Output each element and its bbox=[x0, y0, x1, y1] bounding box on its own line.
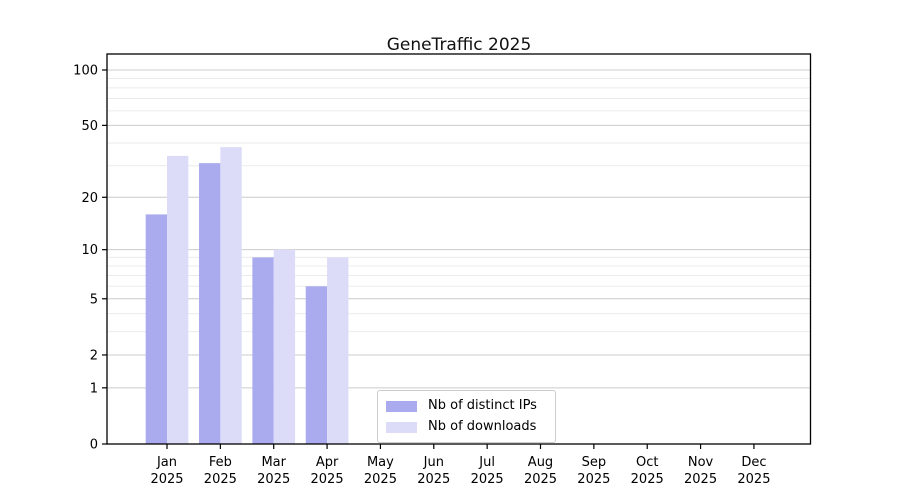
x-tick-label-dec: Dec bbox=[741, 455, 766, 470]
x-tick-label-mar-year: 2025 bbox=[257, 472, 290, 487]
chart-title: GeneTraffic 2025 bbox=[386, 35, 532, 55]
legend: Nb of distinct IPs Nb of downloads bbox=[377, 390, 556, 443]
x-tick-label-mar: Mar bbox=[261, 455, 286, 470]
plot-frame bbox=[106, 53, 812, 445]
x-tick-label-feb-year: 2025 bbox=[204, 472, 237, 487]
x-tick-label-nov-year: 2025 bbox=[684, 472, 717, 487]
y-tick-label-2: 2 bbox=[90, 348, 98, 363]
legend-swatch-distinct-ips bbox=[386, 400, 417, 412]
x-tick-label-apr: Apr bbox=[316, 455, 339, 470]
bar-nb-of-distinct-ips-mar bbox=[252, 257, 274, 444]
x-tick-label-apr-year: 2025 bbox=[311, 472, 344, 487]
x-tick-label-feb: Feb bbox=[209, 455, 232, 470]
legend-swatch-downloads bbox=[386, 421, 417, 433]
x-tick-label-jun-year: 2025 bbox=[417, 472, 450, 487]
x-tick-label-jul: Jul bbox=[478, 455, 495, 470]
x-tick-label-oct: Oct bbox=[636, 455, 658, 470]
bar-nb-of-downloads-feb bbox=[220, 147, 242, 444]
x-tick-label-may: May bbox=[367, 455, 394, 470]
bar-nb-of-downloads-mar bbox=[273, 249, 296, 444]
y-tick-label-10: 10 bbox=[81, 243, 98, 258]
y-tick-label-100: 100 bbox=[73, 64, 98, 79]
x-tick-label-dec-year: 2025 bbox=[737, 472, 770, 487]
bar-nb-of-downloads-apr bbox=[327, 257, 349, 444]
legend-item-downloads: Nb of downloads bbox=[386, 419, 547, 435]
bar-nb-of-distinct-ips-jan bbox=[145, 214, 167, 444]
bar-nb-of-distinct-ips-feb bbox=[199, 163, 221, 444]
y-tick-label-1: 1 bbox=[90, 381, 98, 396]
x-tick-label-jan: Jan bbox=[156, 455, 177, 470]
x-tick-label-aug: Aug bbox=[528, 455, 553, 470]
x-tick-label-sep-year: 2025 bbox=[577, 472, 610, 487]
y-tick-label-5: 5 bbox=[90, 292, 98, 307]
x-tick-label-oct-year: 2025 bbox=[631, 472, 664, 487]
x-tick-label-jan-year: 2025 bbox=[150, 472, 183, 487]
y-tick-label-0: 0 bbox=[90, 438, 98, 453]
bar-nb-of-downloads-jan bbox=[167, 155, 189, 444]
x-tick-label-sep: Sep bbox=[582, 455, 607, 470]
y-tick-label-20: 20 bbox=[81, 191, 98, 206]
x-tick-label-aug-year: 2025 bbox=[524, 472, 557, 487]
x-tick-label-jul-year: 2025 bbox=[471, 472, 504, 487]
legend-label-distinct-ips: Nb of distinct IPs bbox=[428, 398, 537, 413]
legend-label-downloads: Nb of downloads bbox=[428, 419, 537, 434]
x-tick-label-may-year: 2025 bbox=[364, 472, 397, 487]
legend-item-distinct-ips: Nb of distinct IPs bbox=[386, 398, 547, 414]
bar-nb-of-distinct-ips-apr bbox=[305, 286, 328, 444]
x-tick-label-jun: Jun bbox=[423, 455, 444, 470]
x-tick-label-nov: Nov bbox=[688, 455, 714, 470]
y-tick-label-50: 50 bbox=[81, 119, 98, 134]
